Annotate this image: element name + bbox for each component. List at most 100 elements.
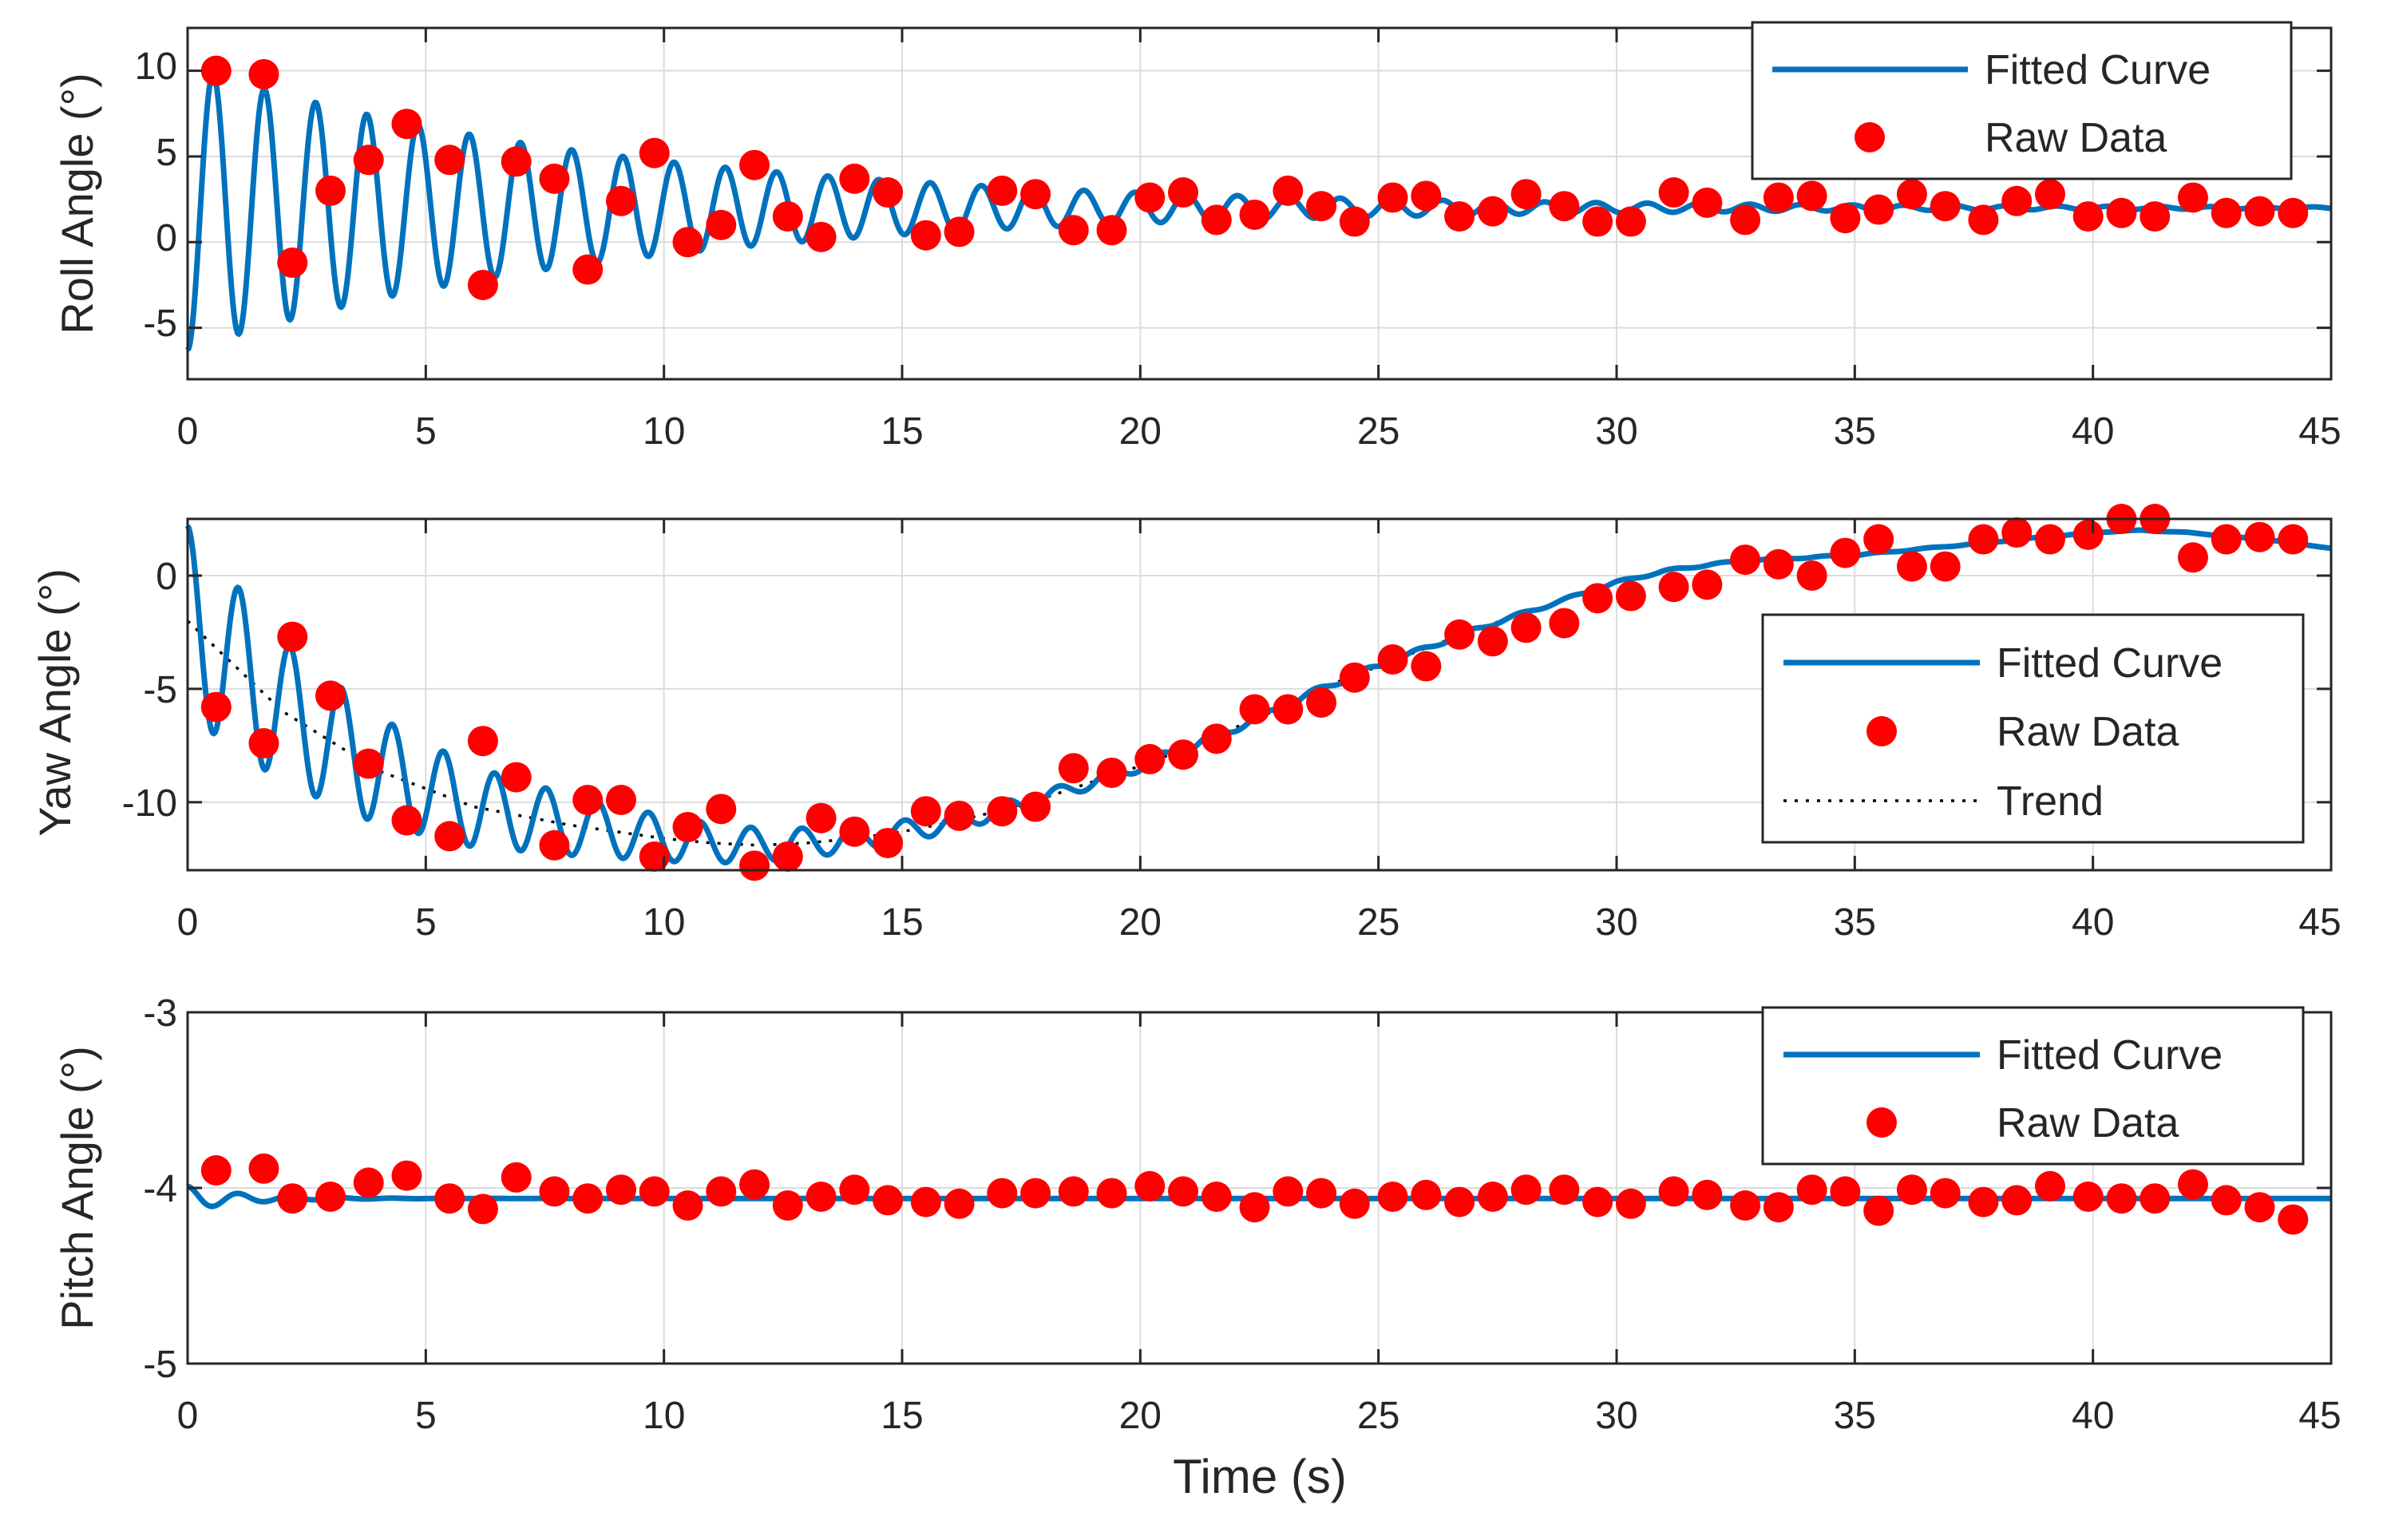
pitch-ylabel: Pitch Angle (°) bbox=[52, 1046, 102, 1329]
roll-raw-point bbox=[2177, 182, 2208, 213]
roll-raw-point bbox=[1306, 191, 1337, 222]
roll-raw-point bbox=[277, 247, 308, 279]
roll-xtick-label: 45 bbox=[2298, 410, 2341, 453]
yaw-raw-point bbox=[572, 785, 604, 815]
pitch-raw-point bbox=[1239, 1192, 1270, 1223]
yaw-raw-point bbox=[639, 841, 670, 872]
time-xlabel: Time (s) bbox=[1173, 1450, 1347, 1503]
yaw-raw-point bbox=[1582, 583, 1613, 614]
yaw-raw-point bbox=[1477, 626, 1508, 657]
pitch-raw-point bbox=[434, 1183, 465, 1214]
yaw-ytick-label: -5 bbox=[143, 669, 177, 711]
roll-ytick-label: 10 bbox=[135, 46, 177, 88]
pitch-raw-point bbox=[2211, 1185, 2242, 1216]
yaw-raw-point bbox=[315, 680, 346, 711]
yaw-raw-point bbox=[2278, 524, 2309, 555]
roll-raw-point bbox=[605, 185, 636, 216]
pitch-xtick-label: 30 bbox=[1595, 1395, 1637, 1437]
pitch-ytick-label: -4 bbox=[143, 1168, 177, 1210]
yaw-raw-point bbox=[1339, 662, 1370, 693]
pitch-raw-point bbox=[1968, 1186, 1999, 1217]
pitch-ytick-label: -3 bbox=[143, 992, 177, 1035]
yaw-series bbox=[184, 504, 2334, 881]
roll-xtick-label: 5 bbox=[415, 410, 437, 453]
roll-raw-point bbox=[772, 201, 803, 232]
yaw-legend-box bbox=[1761, 613, 2305, 844]
roll-raw-point bbox=[739, 149, 770, 180]
yaw-xtick-label: 0 bbox=[177, 901, 199, 944]
pitch-xtick-label: 40 bbox=[2072, 1395, 2114, 1437]
roll-raw-point bbox=[1477, 196, 1508, 227]
pitch-raw-point bbox=[772, 1190, 803, 1221]
roll-xtick-label: 40 bbox=[2072, 410, 2114, 453]
roll-raw-point bbox=[1134, 182, 1166, 213]
yaw-legend-trend-label: Trend bbox=[1997, 778, 2104, 825]
roll-raw-point bbox=[1273, 175, 1304, 206]
pitch-raw-point bbox=[353, 1167, 384, 1198]
yaw-raw-point bbox=[2177, 542, 2208, 573]
pitch-raw-point bbox=[1615, 1188, 1646, 1219]
yaw-raw-point bbox=[1896, 551, 1927, 582]
yaw-raw-point bbox=[1549, 608, 1580, 639]
pitch-raw-point bbox=[1510, 1174, 1542, 1205]
roll-raw-point bbox=[2140, 201, 2171, 232]
pitch-raw-point bbox=[501, 1162, 532, 1193]
yaw-raw-point bbox=[806, 802, 837, 833]
roll-ytick-labels: 10 5 0 -5 bbox=[135, 46, 177, 345]
panel-roll: 0 5 10 15 20 25 30 35 40 45 10 5 0 -5 Ro… bbox=[52, 21, 2341, 453]
pitch-raw-point bbox=[1168, 1176, 1199, 1207]
yaw-raw-point bbox=[2001, 517, 2033, 548]
yaw-raw-point bbox=[1658, 572, 1689, 603]
pitch-raw-point bbox=[539, 1176, 570, 1207]
roll-raw-point bbox=[1763, 182, 1794, 213]
yaw-raw-point bbox=[1377, 644, 1408, 675]
yaw-xtick-label: 45 bbox=[2298, 901, 2341, 944]
pitch-raw-point bbox=[1896, 1174, 1927, 1205]
pitch-xtick-label: 10 bbox=[643, 1395, 685, 1437]
pitch-xtick-label: 15 bbox=[881, 1395, 923, 1437]
yaw-ylabel: Yaw Angle (°) bbox=[30, 568, 80, 837]
roll-raw-point bbox=[501, 146, 532, 177]
yaw-raw-point bbox=[1863, 524, 1894, 555]
roll-xtick-label: 10 bbox=[643, 410, 685, 453]
roll-xtick-label: 15 bbox=[881, 410, 923, 453]
roll-raw-point bbox=[639, 137, 670, 168]
roll-raw-point bbox=[1615, 206, 1646, 237]
yaw-raw-point bbox=[248, 728, 279, 759]
roll-raw-point bbox=[2072, 201, 2104, 232]
yaw-ytick-label: -10 bbox=[122, 782, 177, 825]
roll-raw-point bbox=[2034, 179, 2065, 210]
roll-raw-point bbox=[1549, 191, 1580, 222]
pitch-legend-raw-label: Raw Data bbox=[1997, 1100, 2179, 1146]
roll-legend-fit-label: Fitted Curve bbox=[1985, 47, 2211, 93]
pitch-raw-point bbox=[839, 1174, 870, 1205]
pitch-raw-point bbox=[572, 1183, 604, 1214]
roll-raw-point bbox=[539, 163, 570, 194]
yaw-raw-point bbox=[1968, 524, 1999, 555]
yaw-raw-point bbox=[2211, 524, 2242, 555]
yaw-raw-point bbox=[1510, 612, 1542, 643]
pitch-raw-point bbox=[1058, 1176, 1089, 1207]
yaw-raw-point bbox=[1201, 723, 1232, 754]
roll-raw-point bbox=[1968, 204, 1999, 236]
roll-raw-point bbox=[1377, 182, 1408, 213]
pitch-raw-point bbox=[1763, 1192, 1794, 1223]
roll-raw-point bbox=[2106, 197, 2137, 228]
yaw-xtick-label: 35 bbox=[1834, 901, 1876, 944]
roll-raw-point bbox=[572, 254, 604, 285]
pitch-raw-point bbox=[672, 1190, 703, 1221]
roll-raw-point bbox=[1658, 177, 1689, 208]
pitch-raw-point bbox=[1020, 1178, 1051, 1209]
panel-pitch: 0 5 10 15 20 25 30 35 40 45 -3 -4 -5 Pit… bbox=[52, 992, 2341, 1503]
roll-ytick-label: -5 bbox=[143, 303, 177, 345]
yaw-raw-point bbox=[539, 829, 570, 861]
pitch-raw-point bbox=[1411, 1179, 1442, 1210]
roll-legend-box bbox=[1751, 21, 2293, 180]
roll-raw-point bbox=[2211, 197, 2242, 228]
pitch-xtick-label: 35 bbox=[1834, 1395, 1876, 1437]
roll-raw-point bbox=[806, 221, 837, 252]
pitch-xtick-label: 20 bbox=[1119, 1395, 1162, 1437]
pitch-raw-point bbox=[1339, 1188, 1370, 1219]
pitch-raw-point bbox=[2244, 1192, 2275, 1223]
yaw-ytick-label: 0 bbox=[156, 556, 177, 598]
